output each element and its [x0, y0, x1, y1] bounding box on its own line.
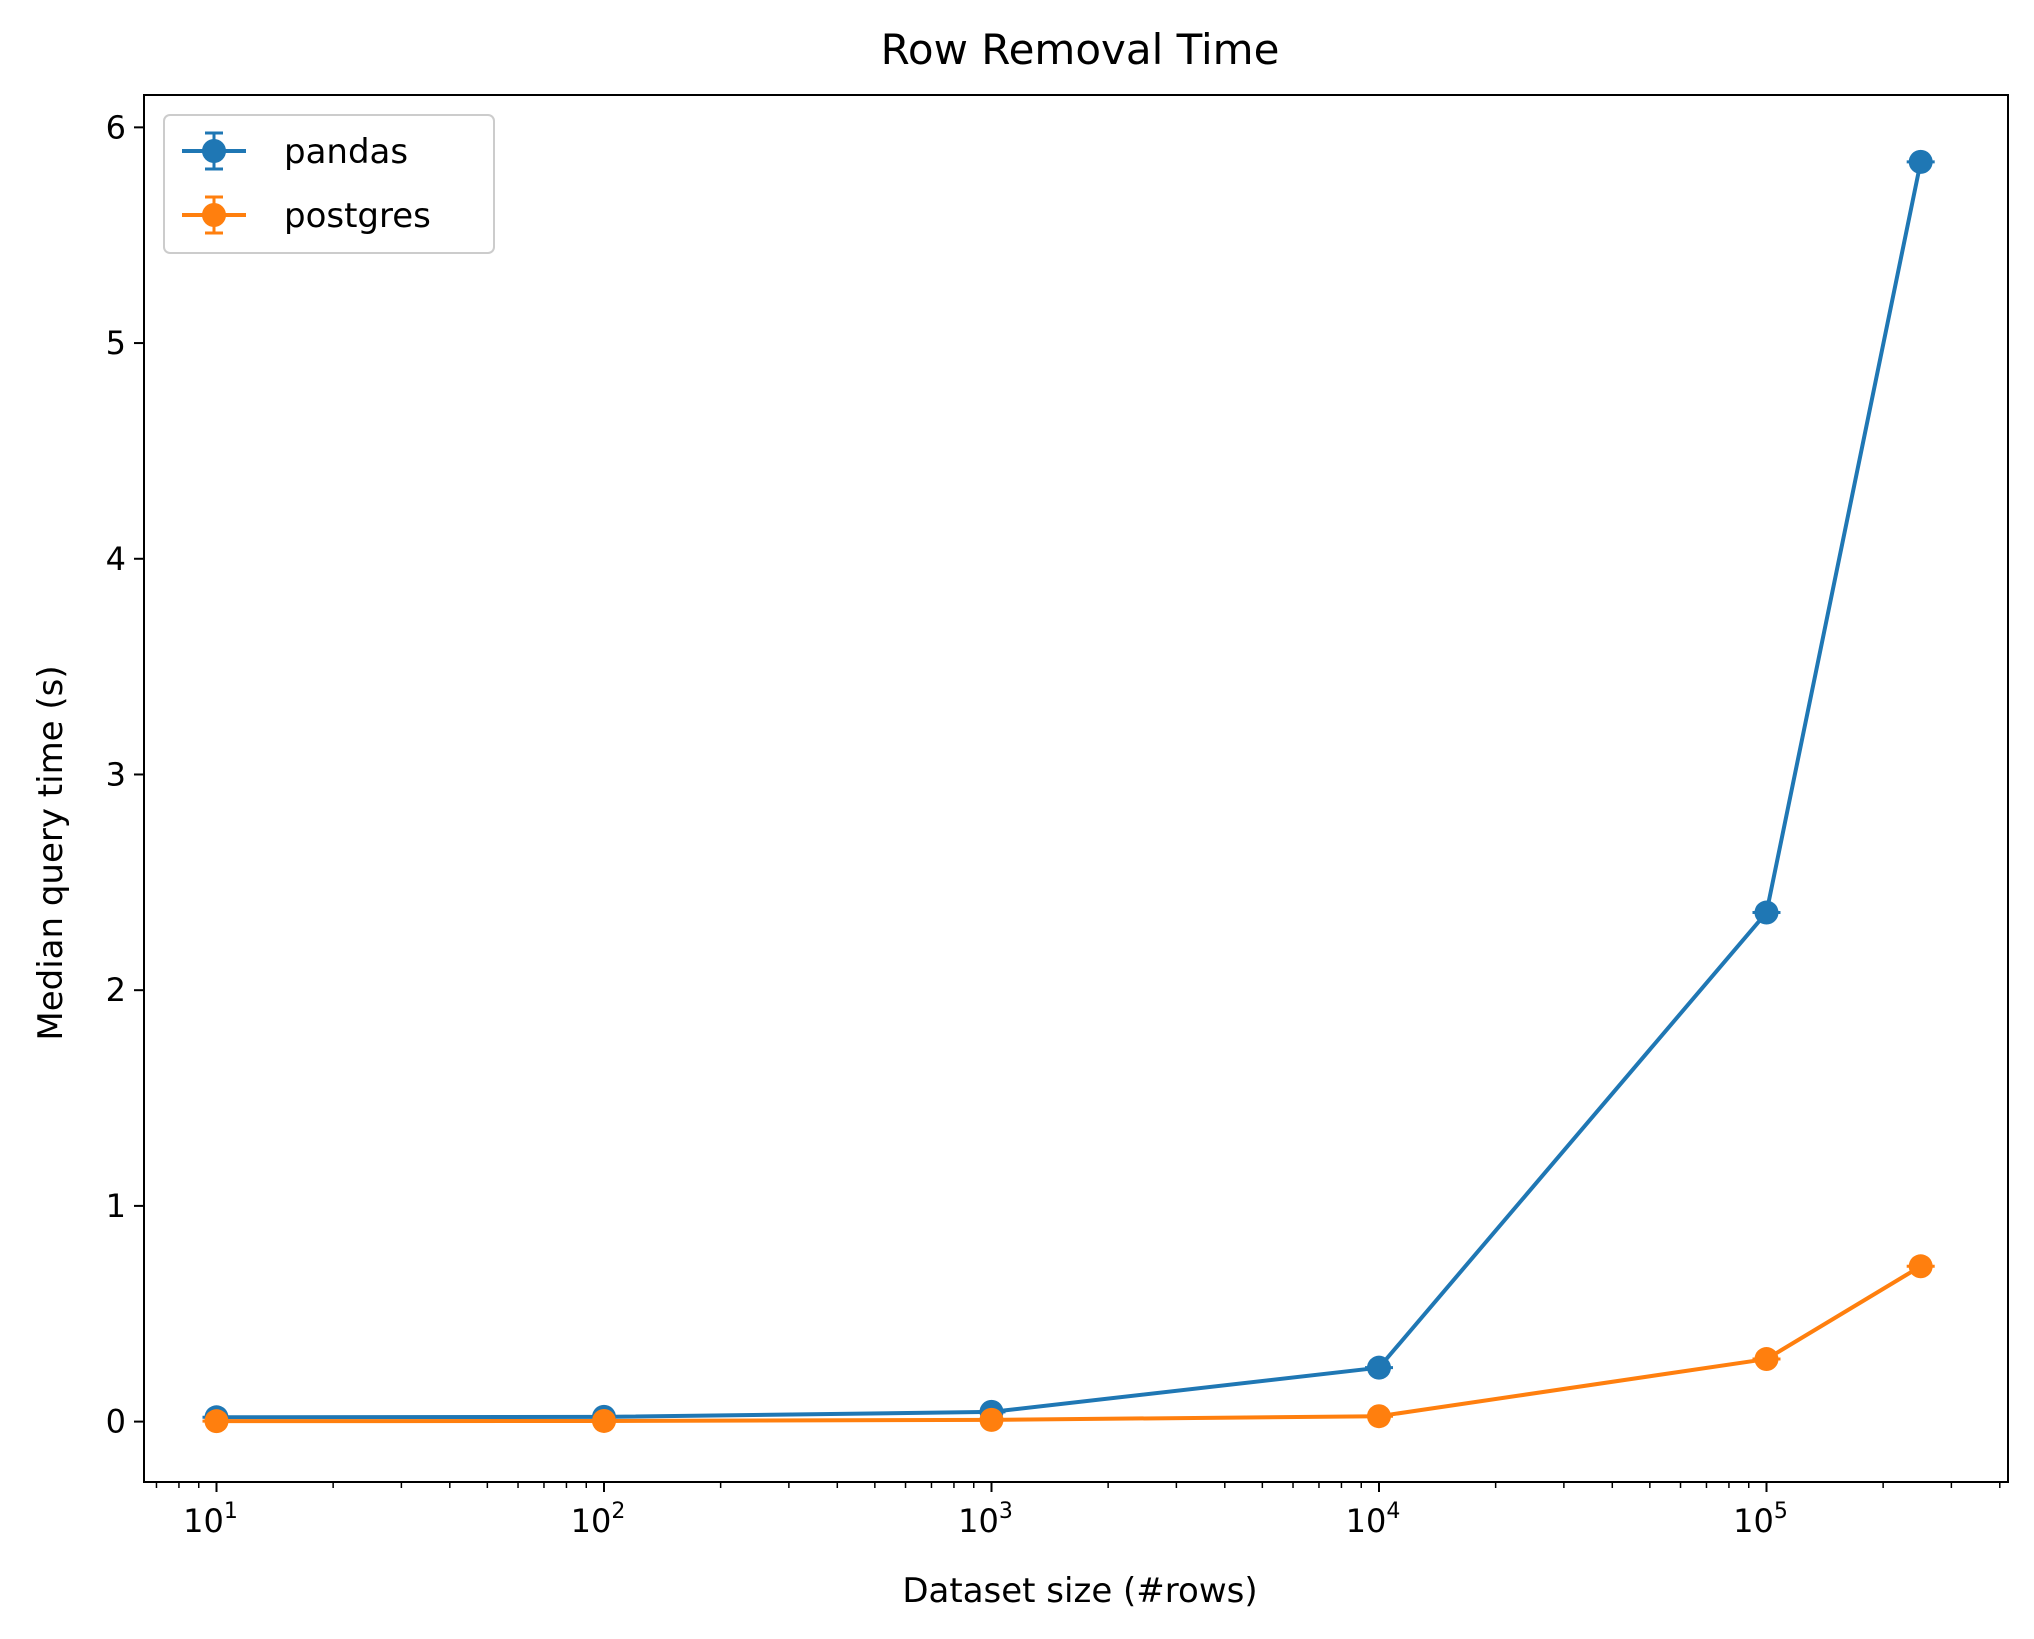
y-tick-label: 1 [106, 1187, 126, 1225]
data-point-postgres [979, 1407, 1004, 1432]
data-point-pandas [1908, 149, 1933, 174]
y-tick-label: 3 [106, 755, 126, 793]
data-point-postgres [1754, 1347, 1779, 1372]
legend-label-postgres: postgres [284, 196, 431, 236]
legend-marker-pandas [202, 139, 226, 163]
x-axis-label: Dataset size (#rows) [902, 1571, 1257, 1611]
x-tick-label: 102 [571, 1499, 626, 1540]
legend-label-pandas: pandas [284, 132, 408, 172]
chart-title: Row Removal Time [881, 25, 1280, 74]
x-tick-label: 104 [1346, 1499, 1401, 1540]
data-point-pandas [1754, 900, 1779, 925]
plot-area: 0 1 2 3 4 5 6 101 102 103 104 105 pandas postgres [106, 94, 2009, 1540]
y-tick-label: 6 [106, 108, 126, 146]
series-line-pandas [216, 161, 1923, 1420]
data-point-pandas [1366, 1355, 1391, 1380]
y-tick-label: 0 [106, 1403, 126, 1441]
x-tick-label: 103 [958, 1499, 1013, 1540]
y-tick-label: 4 [106, 540, 126, 578]
data-point-postgres [204, 1409, 229, 1434]
y-axis-label: Median query time (s) [31, 665, 71, 1040]
x-tick-label: 101 [183, 1499, 238, 1540]
y-tick-label: 2 [106, 971, 126, 1009]
legend-marker-postgres [202, 203, 226, 227]
y-tick-label: 5 [106, 324, 126, 362]
data-point-postgres [591, 1408, 616, 1433]
series-line-postgres [216, 1264, 1922, 1424]
x-tick-label: 105 [1733, 1499, 1788, 1540]
legend-box [163, 114, 495, 254]
data-point-postgres [1908, 1254, 1933, 1279]
axes-frame [143, 94, 2009, 1483]
data-point-postgres [1366, 1404, 1391, 1429]
